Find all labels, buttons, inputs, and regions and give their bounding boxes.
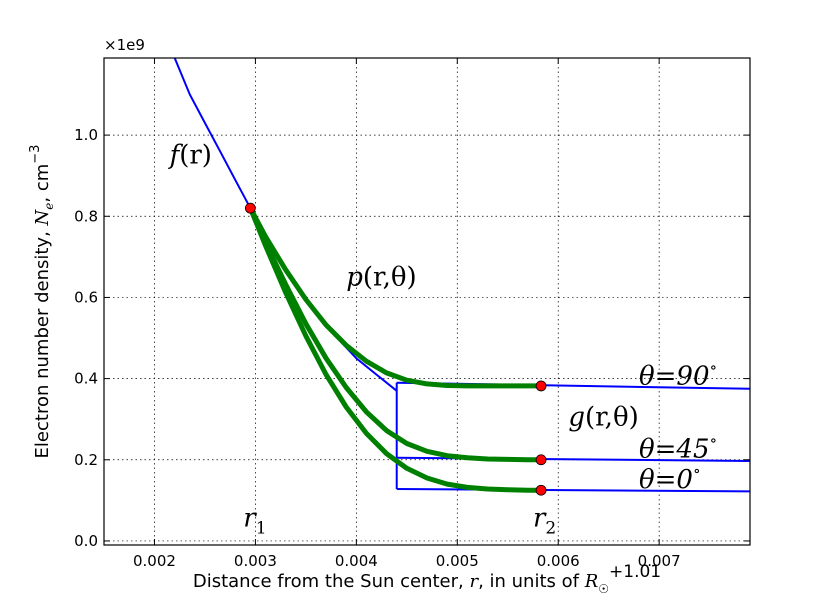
plot-frame	[103, 57, 751, 546]
g-curve-2	[396, 488, 750, 493]
p-curve-2	[247, 205, 544, 493]
y-multiplier-label: ×1e9	[104, 36, 145, 54]
y-tick-label: 0.8	[74, 207, 98, 225]
x-tick-label: 0.005	[436, 552, 479, 570]
x-tick-label: 0.006	[537, 552, 580, 570]
theta45-degree: ∘	[710, 431, 718, 450]
theta0-text: θ=0	[639, 465, 693, 495]
y-axis-label: Electron number density, Ne, cm−3	[28, 145, 56, 459]
r2-sub: 2	[545, 519, 556, 539]
y-label-exp: −3	[28, 145, 43, 164]
marker-1	[535, 380, 547, 392]
grid	[104, 58, 750, 545]
y-tick-label: 0.6	[74, 288, 98, 306]
theta90-degree: ∘	[710, 358, 718, 377]
x-axis-label: Distance from the Sun center, r, in unit…	[193, 562, 661, 596]
p-label-args: (r,θ)	[363, 262, 417, 292]
x-tick-label: 0.007	[638, 552, 681, 570]
r2-var: r	[533, 504, 547, 534]
y-label-prefix: Electron number density,	[32, 225, 53, 458]
y-tick-label: 1.0	[74, 126, 98, 144]
ticks: 0.002 0.003 0.004 0.005 0.006 0.007 0.0 0.2 0.4 0…	[74, 58, 750, 570]
y-tick-label: 0.0	[74, 532, 98, 550]
f-label: f(r)	[168, 141, 212, 171]
theta45-text: θ=45	[639, 435, 710, 465]
r1-var: r	[243, 504, 257, 534]
series-layer	[173, 58, 750, 496]
y-label-var-sub: e	[42, 203, 56, 210]
x-tick-label: 0.002	[133, 552, 176, 570]
theta0-degree: ∘	[693, 461, 701, 480]
x-label-unit: R	[584, 571, 599, 592]
y-tick-label: 0.4	[74, 370, 98, 388]
marker-2	[535, 454, 547, 466]
theta90-label: θ=90∘	[639, 358, 717, 392]
marker-0	[244, 202, 256, 214]
r1-sub: 1	[256, 519, 267, 539]
theta45-label: θ=45∘	[639, 431, 717, 465]
r1-label: r1	[243, 504, 266, 539]
p-label: p(r,θ)	[346, 262, 416, 292]
annotations: f(r)p(r,θ)g(r,θ)θ=90∘θ=45∘θ=0∘r1 r2	[168, 141, 718, 539]
theta0-label: θ=0∘	[639, 461, 701, 495]
x-label-prefix: Distance from the Sun center,	[193, 571, 470, 592]
g-label: g(r,θ)	[568, 402, 638, 432]
p-curve-1	[247, 205, 544, 463]
marker-3	[535, 484, 547, 496]
theta90-text: θ=90	[639, 362, 710, 392]
r2-label: r2	[533, 504, 556, 539]
g-label-fn: g	[568, 402, 585, 432]
x-label-var: r	[469, 571, 479, 592]
x-tick-label: 0.004	[335, 552, 378, 570]
g-label-args: (r,θ)	[585, 402, 639, 432]
p-label-fn: p	[346, 262, 363, 292]
y-label-mid: , cm	[32, 164, 53, 203]
x-label-unit-sub: ☉	[598, 582, 609, 596]
y-label-var: N	[32, 208, 53, 226]
x-label-mid: , in units of	[478, 571, 585, 592]
x-tick-label: 0.003	[234, 552, 277, 570]
y-tick-label: 0.2	[74, 451, 98, 469]
p-curve-0	[247, 205, 544, 389]
x-offset-label: +1.01	[609, 562, 661, 582]
f-label-args: (r)	[179, 141, 212, 171]
